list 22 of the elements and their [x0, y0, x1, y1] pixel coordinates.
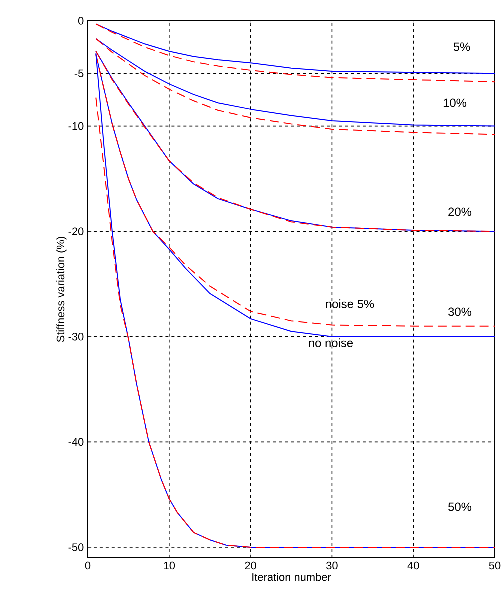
annotation: 20% [448, 208, 472, 216]
y-tick-label: -5 [74, 70, 84, 78]
annotation: no noise [309, 338, 354, 348]
y-tick-label: -20 [68, 228, 84, 236]
x-tick-label: 30 [326, 562, 338, 570]
y-tick-label: -50 [68, 544, 84, 552]
annotation: 10% [444, 98, 467, 108]
x-tick-label: 20 [245, 562, 256, 570]
x-tick-label: 0 [85, 562, 91, 570]
y-axis-title: Stiffness variation (%) [56, 237, 67, 342]
annotation: 50% [448, 502, 472, 512]
y-tick-label: -30 [68, 333, 84, 341]
y-tick-label: 0 [78, 17, 84, 25]
x-axis-title: Iteration number [252, 573, 332, 582]
annotation: 5% [454, 42, 470, 52]
annotation: noise 5% [326, 300, 374, 308]
x-tick-label: 40 [408, 562, 420, 570]
y-tick-label: -40 [68, 438, 84, 446]
annotation: 30% [448, 308, 472, 316]
x-tick-label: 50 [489, 562, 501, 570]
x-tick-label: 10 [164, 562, 176, 570]
y-tick-label: -10 [68, 122, 84, 130]
